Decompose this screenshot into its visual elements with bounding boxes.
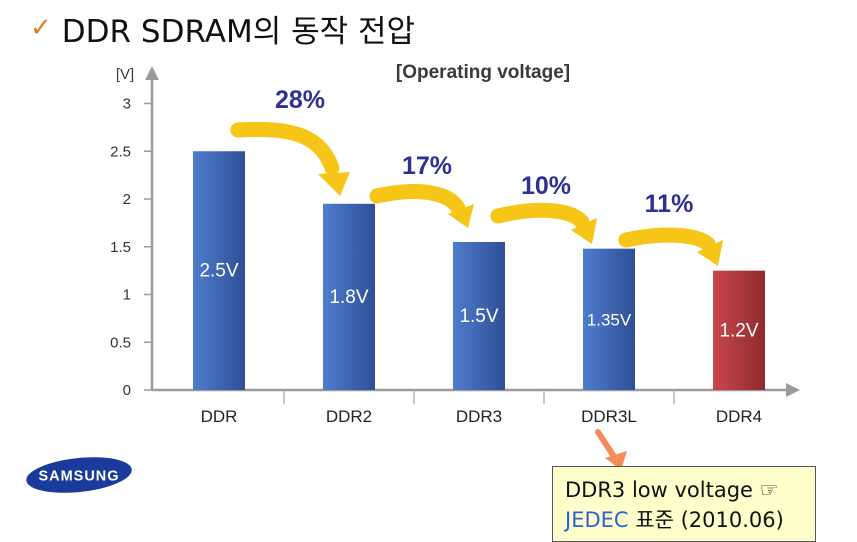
slide-title: ✓ DDR SDRAM의 동작 전압 — [30, 6, 415, 50]
chart-title: [Operating voltage] — [396, 62, 570, 83]
x-category-label: DDR3 — [456, 407, 502, 426]
jedec-label: JEDEC — [565, 508, 629, 532]
y-tick-label: 2.5 — [110, 143, 131, 160]
callout-line-1: DDR3 low voltage ☞ — [565, 478, 779, 502]
reduction-percent-label: 11% — [645, 190, 694, 218]
reduction-arrow-body — [369, 184, 466, 216]
y-tick-label: 3 — [123, 96, 131, 113]
x-axis-arrowhead — [786, 383, 800, 397]
reduction-arrowhead — [318, 172, 350, 196]
x-category-label: DDR2 — [326, 407, 372, 426]
reduction-percent-label: 17% — [402, 152, 452, 180]
bar-value-label: 1.5V — [459, 306, 498, 327]
reduction-arrowhead — [697, 240, 723, 266]
reduction-arrowhead — [448, 204, 474, 228]
bar-ddr2 — [323, 203, 375, 390]
y-tick-label: 2 — [123, 191, 131, 208]
bar-value-label: 1.2V — [719, 320, 758, 341]
y-axis-unit-label: [V] — [116, 66, 134, 83]
callout-pointer-arrowhead — [605, 451, 627, 470]
x-category-label: DDR4 — [716, 407, 762, 426]
reduction-arrow-body — [618, 227, 716, 252]
reduction-arrow-body — [230, 121, 340, 176]
reduction-percent-label: 28% — [275, 86, 325, 114]
slide-title-text: DDR SDRAM의 동작 전압 — [61, 13, 416, 50]
bar-ddr — [193, 151, 245, 390]
reduction-percent-label: 10% — [521, 172, 571, 200]
samsung-logo: SAMSUNG — [24, 455, 134, 500]
samsung-logo-text: SAMSUNG — [38, 469, 119, 485]
x-category-label: DDR3L — [581, 407, 637, 426]
samsung-logo-ellipse — [26, 457, 132, 493]
bar-value-label: 1.35V — [587, 310, 632, 329]
ddr3l-callout: DDR3 low voltage ☞ JEDEC 표준 (2010.06) — [552, 466, 816, 542]
y-tick-label: 1.5 — [110, 239, 131, 256]
callout-line-2: JEDEC 표준 (2010.06) — [565, 505, 805, 535]
y-tick-label: 1 — [123, 287, 131, 304]
y-tick-label: 0 — [123, 382, 131, 399]
checkmark-icon: ✓ — [30, 13, 52, 43]
y-tick-label: 0.5 — [110, 334, 131, 351]
callout-pointer-arrow — [595, 429, 618, 461]
bar-value-label: 1.8V — [329, 287, 368, 308]
bar-ddr4 — [713, 270, 765, 390]
callout-standard-text: 표준 (2010.06) — [628, 508, 784, 532]
bar-ddr3l — [583, 248, 635, 390]
y-axis-arrowhead — [145, 66, 159, 80]
reduction-arrow-body — [490, 202, 590, 230]
bar-ddr3 — [453, 241, 505, 390]
reduction-arrowhead — [571, 218, 597, 244]
bar-value-label: 2.5V — [199, 261, 238, 282]
x-category-label: DDR — [201, 407, 238, 426]
